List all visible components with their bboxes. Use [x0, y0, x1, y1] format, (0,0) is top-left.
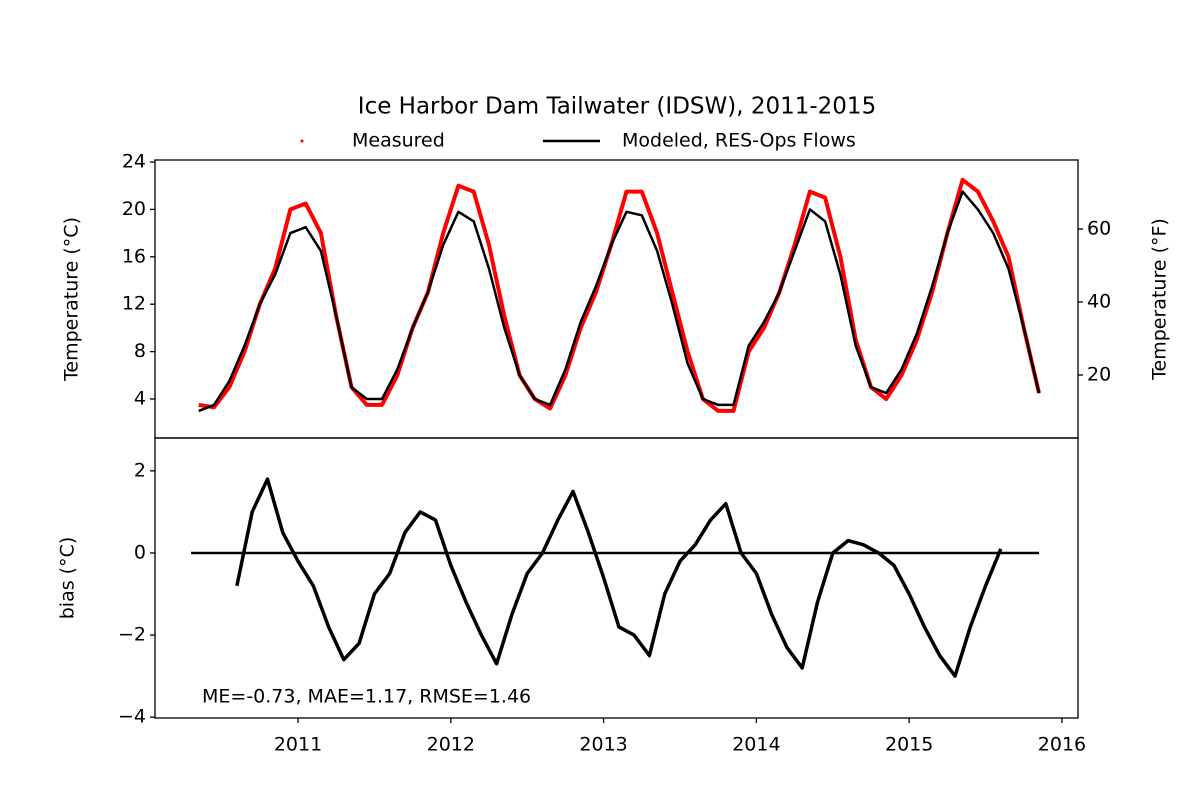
y-axis-label: Temperature (°C) [61, 217, 83, 382]
data-line [235, 477, 1003, 678]
y2-tick-label: 20 [1087, 363, 1111, 385]
x-tick-label: 2015 [885, 734, 933, 756]
y2-tick-label: 60 [1087, 217, 1111, 239]
y-tick-label: 0 [134, 541, 146, 563]
x-tick-label: 2016 [1038, 734, 1086, 756]
y-tick-label: 8 [134, 340, 146, 362]
y-tick-label: 16 [122, 245, 146, 267]
annotation: ME=-0.73, MAE=1.17, RMSE=1.46 [202, 686, 531, 708]
data-line [198, 190, 1041, 413]
x-tick-label: 2013 [579, 734, 627, 756]
x-tick-label: 2012 [427, 734, 475, 756]
y-tick-label: 24 [122, 151, 146, 173]
y2-tick-label: 40 [1087, 290, 1111, 312]
y-tick-label: 2 [134, 459, 146, 481]
plot-frame [154, 437, 1079, 719]
legend-label: Measured [352, 130, 445, 152]
y-tick-label: 4 [134, 388, 146, 410]
chart-title: Ice Harbor Dam Tailwater (IDSW), 2011-20… [358, 94, 876, 120]
y-tick-label: −4 [118, 706, 146, 728]
x-tick-label: 2011 [274, 734, 322, 756]
y-tick-label: 20 [122, 198, 146, 220]
y-tick-label: 12 [122, 293, 146, 315]
x-tick-label: 2014 [732, 734, 780, 756]
y-axis-label: bias (°C) [57, 537, 79, 620]
y2-axis-label: Temperature (°F) [1149, 218, 1171, 381]
y-tick-label: −2 [118, 624, 146, 646]
legend-label: Modeled, RES-Ops Flows [622, 130, 856, 152]
legend-marker [300, 139, 304, 143]
